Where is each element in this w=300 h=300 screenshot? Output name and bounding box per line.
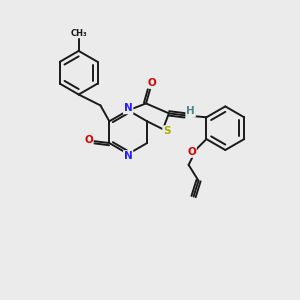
Text: CH₃: CH₃: [70, 28, 87, 38]
Text: H: H: [186, 106, 195, 116]
Text: O: O: [187, 147, 196, 157]
Text: S: S: [163, 126, 171, 136]
Text: N: N: [124, 151, 133, 161]
Text: O: O: [84, 135, 93, 145]
Text: N: N: [124, 103, 133, 113]
Text: O: O: [148, 78, 156, 88]
